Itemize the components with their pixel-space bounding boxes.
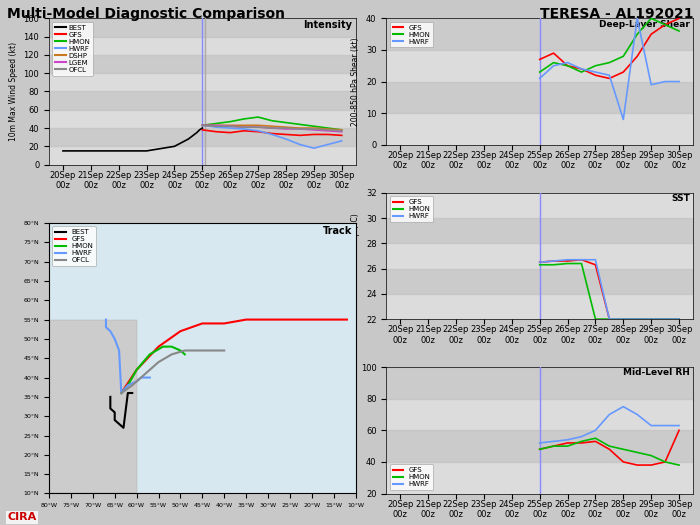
Text: Multi-Model Diagnostic Comparison: Multi-Model Diagnostic Comparison — [7, 7, 285, 21]
Text: TERESA - AL192021: TERESA - AL192021 — [540, 7, 693, 21]
Bar — [386, 218, 693, 243]
Bar — [386, 18, 693, 50]
Legend: BEST, GFS, HMON, HWRF, DSHP, LGEM, OFCL: BEST, GFS, HMON, HWRF, DSHP, LGEM, OFCL — [52, 22, 93, 76]
Text: SST: SST — [671, 194, 690, 203]
Bar — [49, 18, 356, 37]
Y-axis label: 200-850 hPa Shear (kt): 200-850 hPa Shear (kt) — [351, 37, 360, 126]
Text: Mid-Level RH: Mid-Level RH — [623, 369, 690, 377]
Legend: GFS, HMON, HWRF: GFS, HMON, HWRF — [390, 196, 433, 222]
Y-axis label: Sea Surface Temp (°C): Sea Surface Temp (°C) — [351, 213, 360, 299]
Bar — [386, 81, 693, 113]
Bar — [49, 91, 356, 110]
Text: CIRA: CIRA — [7, 512, 36, 522]
Bar — [49, 55, 356, 73]
Text: Intensity: Intensity — [304, 20, 353, 30]
Bar — [386, 269, 693, 294]
Y-axis label: 10m Max Wind Speed (kt): 10m Max Wind Speed (kt) — [9, 42, 18, 141]
Text: Deep-Layer Shear: Deep-Layer Shear — [599, 19, 690, 29]
Bar — [386, 367, 693, 398]
Bar — [49, 320, 136, 493]
Legend: GFS, HMON, HWRF: GFS, HMON, HWRF — [390, 465, 433, 490]
Bar — [386, 430, 693, 462]
Bar — [49, 128, 356, 146]
Legend: GFS, HMON, HWRF: GFS, HMON, HWRF — [390, 22, 433, 47]
Text: Track: Track — [323, 226, 353, 236]
Legend: BEST, GFS, HMON, HWRF, OFCL: BEST, GFS, HMON, HWRF, OFCL — [52, 226, 96, 266]
Y-axis label: 700-500 hPa Humidity (%): 700-500 hPa Humidity (%) — [346, 380, 356, 481]
